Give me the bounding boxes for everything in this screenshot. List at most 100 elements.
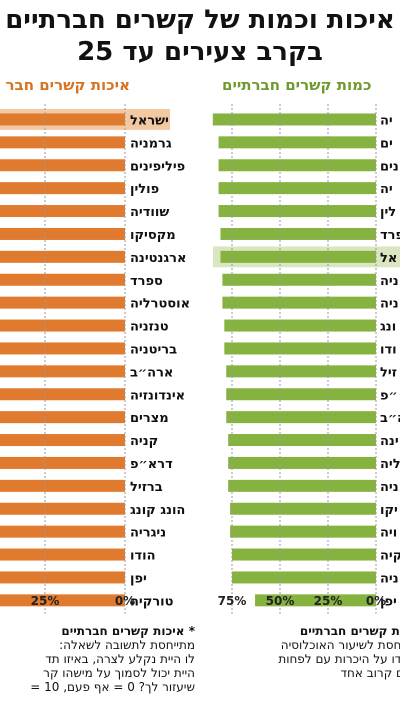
quality-bar [0, 250, 125, 263]
quality-category-label: ארגנטינה [130, 251, 186, 266]
quantity-category-label: יה [380, 113, 393, 128]
quantity-bar [218, 159, 376, 172]
quality-footnote-line: לו היית נקלע לצרה, באיזו תד [45, 652, 195, 666]
quality-bar [0, 159, 125, 172]
quantity-chart-header: כמות קשרים חברתיים [222, 76, 372, 94]
quality-bar [0, 365, 125, 378]
quality-bar [0, 227, 125, 240]
quality-bar [0, 548, 125, 561]
quantity-category-label: יקו [380, 503, 398, 518]
quantity-category-label: ניה [380, 274, 399, 289]
quality-category-label: גרמניה [130, 136, 172, 151]
quantity-category-label: זיל [380, 365, 397, 380]
quantity-bar [218, 205, 376, 218]
quality-bar [0, 479, 125, 492]
quality-bar [0, 502, 125, 515]
quality-category-label: טורקיה [130, 594, 174, 609]
quantity-bar [222, 273, 376, 286]
quality-bar [0, 571, 125, 584]
quality-category-label: הודו [130, 549, 156, 564]
quantity-bar [218, 182, 376, 195]
quality-category-label: הונג קונג [130, 503, 185, 518]
quality-bar [0, 136, 125, 149]
quantity-category-label: קיה [380, 549, 400, 564]
quality-tick-label: 0% [115, 594, 135, 608]
quality-category-label: שוודיה [130, 205, 169, 220]
quality-footnote: * איכות קשרים חברתיים מתייחסת לתשובה לשא… [30, 624, 195, 694]
quantity-bar [232, 571, 376, 584]
quantity-footnote-line: ם קרוב אחד [340, 666, 400, 680]
quality-bar [0, 388, 125, 401]
quantity-bar [228, 479, 376, 492]
quantity-category-label: ניה [380, 297, 399, 312]
quantity-bar [224, 319, 376, 332]
quantity-footnote-line: ידו על היכרות עם לפחות [278, 652, 400, 666]
quantity-tick-label: 0% [366, 594, 386, 608]
quality-footnote-line: שיעזור לך? 0 = אף פעם, 10 = [30, 680, 195, 694]
quality-bar [0, 296, 125, 309]
quantity-bar [212, 113, 376, 126]
quality-category-label: ישראל [130, 113, 169, 128]
quality-category-label: ניגריה [130, 526, 166, 541]
quality-bar [0, 342, 125, 355]
quality-category-label: אינדונזיה [130, 388, 185, 403]
quality-category-label: מצרים [130, 411, 169, 426]
quantity-bar [222, 296, 376, 309]
quantity-footnote-line: יחסת לשיעור האוכלוסיה [280, 638, 400, 652]
quality-bar [0, 113, 125, 126]
quantity-category-label: ויה [380, 526, 397, 541]
quantity-category-label: ונג [380, 320, 396, 335]
title-line-2: בקרב צעירים עד 25 [77, 37, 323, 67]
quality-bar [0, 434, 125, 447]
quantity-category-label: יפן [380, 594, 397, 609]
quantity-category-label: פרד [380, 228, 400, 243]
quantity-footnote: ות קשרים חברתיים יחסת לשיעור האוכלוסיה י… [278, 624, 400, 680]
quantity-bar [220, 227, 376, 240]
quality-bar [0, 205, 125, 218]
quantity-tick-label: 25% [314, 594, 343, 608]
quantity-tick-label: 50% [266, 594, 295, 608]
quantity-category-label: ים [380, 136, 393, 151]
bar-charts: ישראל גרמניה פיליפינים פולין שוודיה מקסיקו ארג… [0, 104, 400, 614]
quality-category-label: דרא״פ [130, 457, 173, 472]
quality-footnote-heading: * איכות קשרים חברתיים [61, 624, 195, 638]
quality-footnote-line: מתייחסת לתשובה לשאלה: [59, 638, 195, 652]
quality-category-label: קניה [130, 434, 158, 449]
quality-chart-header: איכות קשרים חבר [5, 76, 130, 94]
quantity-bar [226, 388, 376, 401]
quantity-bar [228, 456, 376, 469]
quantity-bar [255, 594, 376, 607]
quality-category-label: ברזיל [130, 480, 163, 495]
quality-bar [0, 319, 125, 332]
quality-bar [0, 594, 125, 607]
quantity-category-label: אל [380, 251, 397, 266]
quality-category-label: בריטניה [130, 342, 177, 357]
quantity-category-label: ליה [380, 457, 400, 472]
quality-category-label: יפן [130, 571, 147, 586]
quality-bar [0, 525, 125, 538]
quality-bar [0, 411, 125, 424]
quantity-category-label: ״פ [380, 388, 398, 403]
title-line-1: איכות וכמות של קשרים חברתיים [5, 5, 395, 35]
quantity-category-label: ה״ב [380, 411, 400, 426]
quantity-bar [220, 250, 376, 263]
quantity-bar [230, 525, 376, 538]
quantity-bar [228, 434, 376, 447]
quality-category-label: פיליפינים [130, 159, 185, 174]
quality-bar [0, 182, 125, 195]
quality-category-label: אוסטרליה [130, 297, 190, 312]
quantity-category-label: ניה [380, 480, 399, 495]
quantity-bar [232, 548, 376, 561]
quantity-category-label: נים [380, 159, 399, 174]
quality-category-label: ארה״ב [130, 365, 173, 380]
quantity-category-label: יה [380, 182, 393, 197]
quality-category-label: טנזניה [130, 320, 169, 335]
quantity-category-label: ניה [380, 571, 399, 586]
quantity-footnote-heading: ות קשרים חברתיים [299, 624, 400, 638]
quality-category-label: פולין [130, 182, 159, 197]
quantity-bar [226, 411, 376, 424]
quantity-category-label: ודו [380, 342, 397, 357]
quantity-tick-label: 75% [218, 594, 247, 608]
quality-bar [0, 456, 125, 469]
quality-category-label: מקסיקו [130, 228, 176, 243]
